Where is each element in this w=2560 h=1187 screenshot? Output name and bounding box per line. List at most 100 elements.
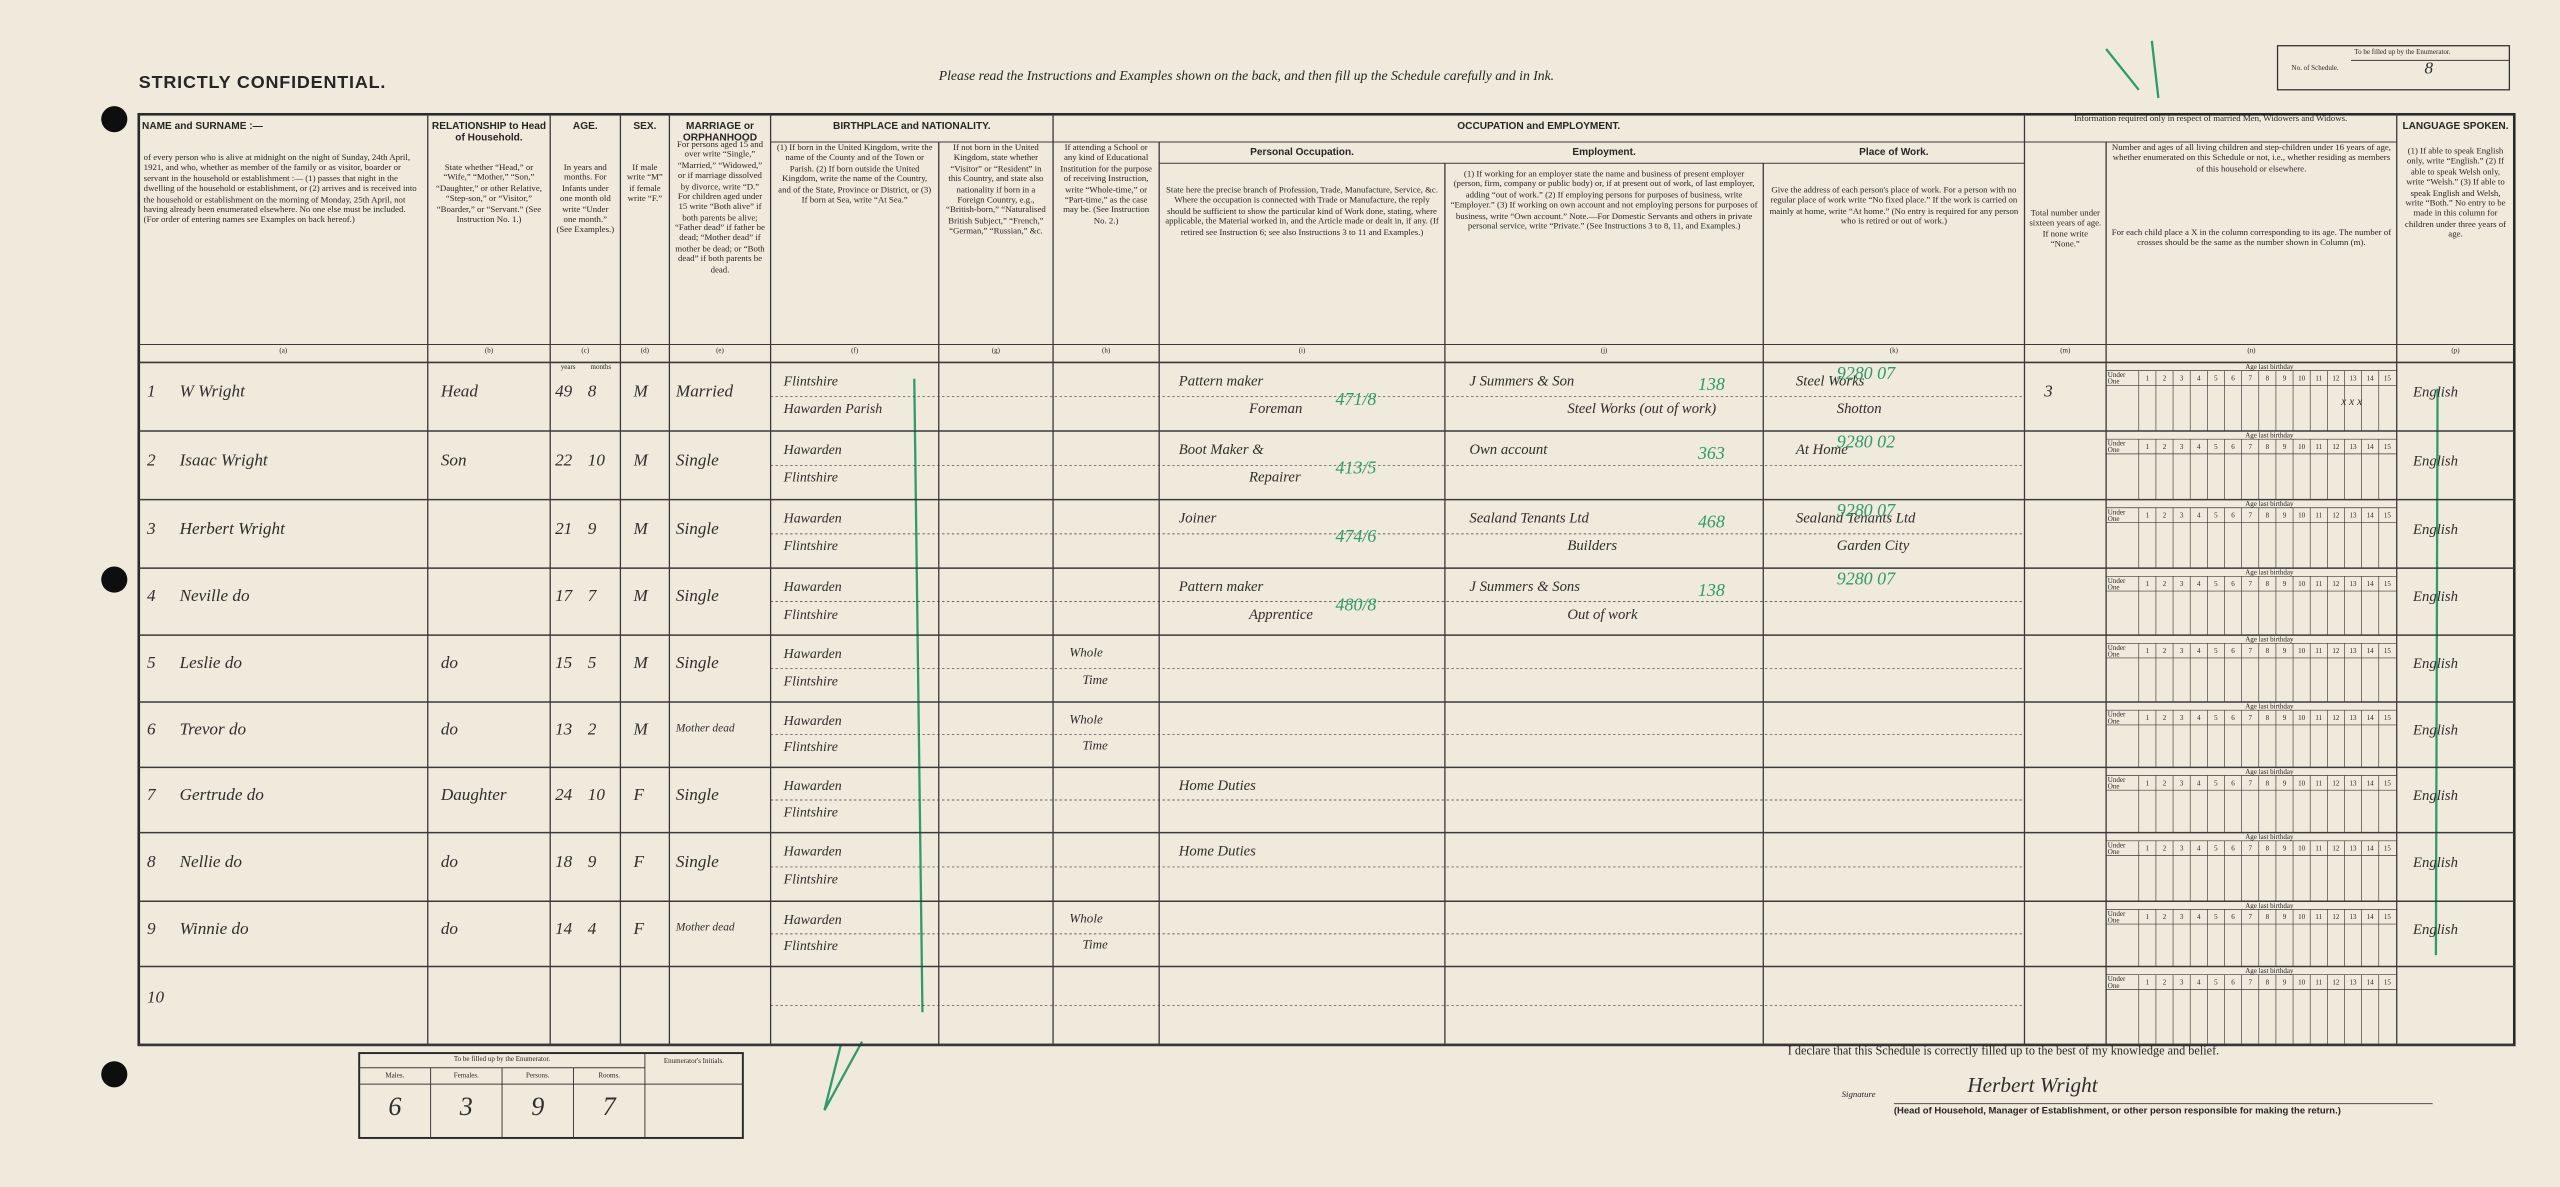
- age-grid-under: Under One: [2107, 709, 2126, 725]
- age-grid-under: Under One: [2107, 839, 2126, 856]
- age-grid-age: 15: [2383, 510, 2391, 519]
- enumerator-box: [358, 1052, 744, 1139]
- page-title: STRICTLY CONFIDENTIAL.: [138, 73, 387, 94]
- occupation: Boot Maker &: [1178, 440, 1264, 457]
- age-grid-age: 7: [2248, 843, 2252, 852]
- schedule-number: 8: [2424, 60, 2434, 79]
- birthplace: Flintshire: [783, 870, 838, 887]
- employment: Own account: [1469, 440, 1548, 457]
- age-months: 10: [587, 786, 605, 805]
- workplace-code: 9280 07: [1836, 363, 1896, 384]
- age-grid-age: 5: [2214, 712, 2218, 721]
- column-letter: (d): [640, 346, 649, 355]
- age-grid-under: Under One: [2107, 575, 2126, 591]
- column-instruction: of every person who is alive at midnight…: [143, 153, 417, 226]
- instruction: Please read the Instructions and Example…: [938, 68, 1555, 84]
- marriage: Single: [675, 520, 719, 539]
- age-grid-age: 9: [2282, 911, 2287, 920]
- age-grid-age: 15: [2383, 645, 2391, 654]
- employment: J Summers & Son: [1469, 372, 1575, 389]
- marriage: Single: [675, 655, 719, 674]
- age-grid-age: 4: [2197, 441, 2201, 450]
- age-grid-under: Under One: [2107, 369, 2126, 385]
- age-months: 4: [587, 920, 597, 939]
- sex: F: [633, 853, 644, 872]
- column-letter: (c): [581, 346, 590, 355]
- relationship: do: [440, 721, 458, 740]
- row-number: 1: [146, 383, 156, 401]
- age-grid-age: 11: [2315, 441, 2323, 450]
- age-grid-age: 9: [2282, 843, 2287, 852]
- age-grid-age: 12: [2332, 777, 2340, 787]
- signature: Herbert Wright: [1967, 1072, 2098, 1098]
- age-grid-age: 2: [2162, 777, 2167, 787]
- column-heading: SEX.: [633, 120, 657, 133]
- school: Time: [1082, 671, 1108, 687]
- age-grid-age: 6: [2231, 777, 2235, 787]
- age-grid-under: Under One: [2107, 438, 2126, 454]
- age-grid-age: 9: [2282, 777, 2287, 787]
- age-grid-age: 6: [2231, 977, 2235, 986]
- column-letter: (g): [991, 346, 1000, 355]
- age-grid-age: 5: [2214, 977, 2218, 986]
- age-months: 10: [587, 451, 605, 470]
- age-grid-age: 1: [2145, 843, 2150, 852]
- age-months: 7: [587, 588, 597, 607]
- age-grid-age: 7: [2248, 911, 2252, 920]
- age-grid-age: 10: [2298, 510, 2306, 519]
- age-grid-age: 2: [2162, 441, 2167, 450]
- age-grid-age: 15: [2383, 712, 2391, 721]
- enumerator-label: Rooms.: [598, 1071, 620, 1080]
- employment-code: 363: [1697, 443, 1725, 464]
- column-letter: (m): [2060, 346, 2071, 355]
- row-number: 8: [146, 853, 156, 872]
- enumerator-value: 7: [602, 1093, 616, 1122]
- birthplace: Hawarden: [783, 711, 842, 728]
- enumerator-value: 9: [531, 1093, 545, 1122]
- age-grid-age: 1: [2145, 777, 2150, 787]
- age-grid-age: 11: [2315, 373, 2323, 382]
- employment-code: 138: [1697, 580, 1725, 601]
- age-grid-age: 11: [2315, 510, 2323, 519]
- age-months: 8: [587, 383, 597, 401]
- name: Leslie do: [179, 655, 242, 674]
- birthplace: Flintshire: [783, 468, 838, 486]
- age-grid-age: 10: [2298, 977, 2306, 986]
- age-grid-age: 6: [2231, 911, 2235, 920]
- age-grid-age: 6: [2231, 510, 2235, 519]
- age-grid-age: 7: [2248, 977, 2252, 986]
- age-grid-age: 8: [2265, 645, 2270, 654]
- column-instruction: For each child place a X in the column c…: [2111, 228, 2392, 249]
- sex: F: [633, 786, 644, 805]
- age-grid-age: 3: [2179, 977, 2184, 986]
- age-grid-age: 13: [2349, 911, 2357, 920]
- age-grid-age: 7: [2248, 578, 2252, 587]
- enumerator-initials-label: Enumerator's Initials.: [663, 1056, 724, 1065]
- enumerator-label: Persons.: [525, 1071, 550, 1080]
- row-number: 4: [146, 588, 156, 607]
- age-grid-age: 3: [2179, 373, 2184, 382]
- schedule-box: [2276, 45, 2511, 91]
- group-heading: Information required only in respect of …: [2074, 114, 2348, 125]
- birthplace: Hawarden: [783, 509, 842, 526]
- row-number: 7: [146, 786, 156, 805]
- occupation: Home Duties: [1178, 842, 1256, 859]
- column-letter: (h): [1102, 346, 1111, 355]
- column-instruction: If male write “M” if female write “F.”: [626, 163, 663, 205]
- age-grid-age: 4: [2197, 777, 2201, 787]
- column-heading: Place of Work.: [1859, 146, 1929, 159]
- age-grid-age: 6: [2231, 712, 2235, 721]
- age-grid-age: 14: [2366, 977, 2374, 986]
- column-letter: (k): [1889, 346, 1898, 355]
- enumerator-label: Females.: [453, 1071, 479, 1080]
- age-grid-age: 11: [2315, 578, 2323, 587]
- age-years: 22: [555, 451, 573, 470]
- language: English: [2413, 853, 2458, 870]
- age-grid-caption: Age last birthday: [2245, 635, 2294, 644]
- age-grid-under: Under One: [2107, 642, 2126, 658]
- age-grid-age: 13: [2349, 645, 2357, 654]
- age-grid-caption: Age last birthday: [2245, 767, 2294, 776]
- occupation-code: 480/8: [1335, 595, 1377, 615]
- group-heading: OCCUPATION and EMPLOYMENT.: [1457, 120, 1621, 133]
- sex: M: [633, 520, 648, 539]
